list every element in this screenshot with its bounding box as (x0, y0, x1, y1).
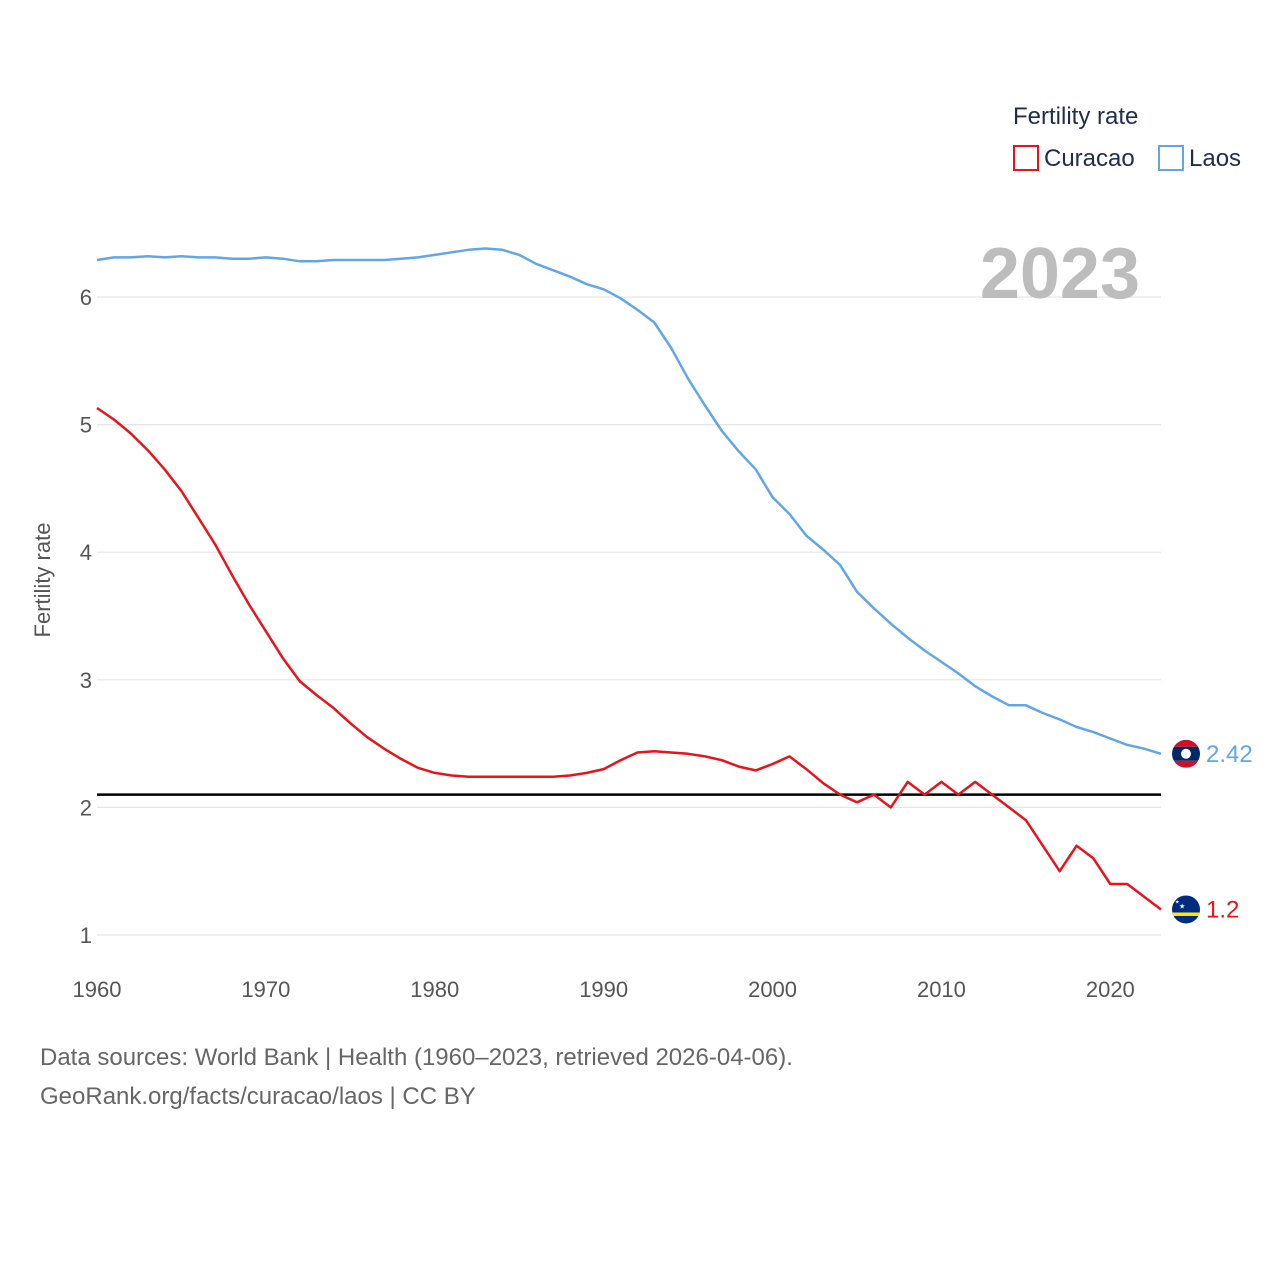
x-tick-label: 1970 (241, 977, 290, 1002)
y-tick-label: 2 (80, 795, 92, 820)
current-year-label: 2023 (980, 234, 1140, 314)
legend-label-laos[interactable]: Laos (1189, 145, 1241, 172)
y-tick-label: 3 (80, 668, 92, 693)
fertility-rate-chart: 1 2 3 4 5 6 1960 1970 1980 1990 2000 2010 2020 Fert… (30, 103, 1253, 1002)
legend-swatch-laos[interactable] (1158, 145, 1184, 171)
legend-label-curacao[interactable]: Curacao (1044, 145, 1135, 172)
x-axis-ticks: 1960 1970 1980 1990 2000 2010 2020 (73, 977, 1135, 1002)
laos-end-value: 2.42 (1206, 741, 1253, 768)
svg-text:★: ★ (1175, 899, 1180, 905)
y-tick-label: 6 (80, 285, 92, 310)
legend-title: Fertility rate (1013, 103, 1138, 130)
svg-text:★: ★ (1179, 902, 1185, 910)
gridlines (97, 296, 1161, 936)
y-tick-label: 1 (80, 923, 92, 948)
legend: Fertility rate Curacao Laos (1013, 103, 1241, 172)
x-tick-label: 2010 (917, 977, 966, 1002)
footer-credit[interactable]: GeoRank.org/facts/curacao/laos | CC BY (40, 1083, 476, 1110)
series-line-laos[interactable] (96, 247, 1162, 755)
series-lines (96, 247, 1162, 911)
footer-source: Data sources: World Bank | Health (1960–… (40, 1044, 793, 1071)
x-tick-label: 2020 (1086, 977, 1135, 1002)
x-tick-label: 2000 (748, 977, 797, 1002)
curacao-flag-icon: ★ ★ (1172, 895, 1200, 924)
laos-flag-icon (1172, 739, 1200, 768)
y-axis-ticks: 1 2 3 4 5 6 (80, 285, 92, 948)
y-axis-title: Fertility rate (30, 523, 55, 638)
series-line-curacao[interactable] (96, 406, 1162, 911)
y-tick-label: 4 (80, 540, 92, 565)
y-tick-label: 5 (80, 413, 92, 438)
legend-swatch-curacao[interactable] (1013, 145, 1039, 171)
curacao-end-value: 1.2 (1206, 896, 1239, 923)
x-tick-label: 1980 (410, 977, 459, 1002)
x-tick-label: 1990 (579, 977, 628, 1002)
x-tick-label: 1960 (73, 977, 122, 1002)
